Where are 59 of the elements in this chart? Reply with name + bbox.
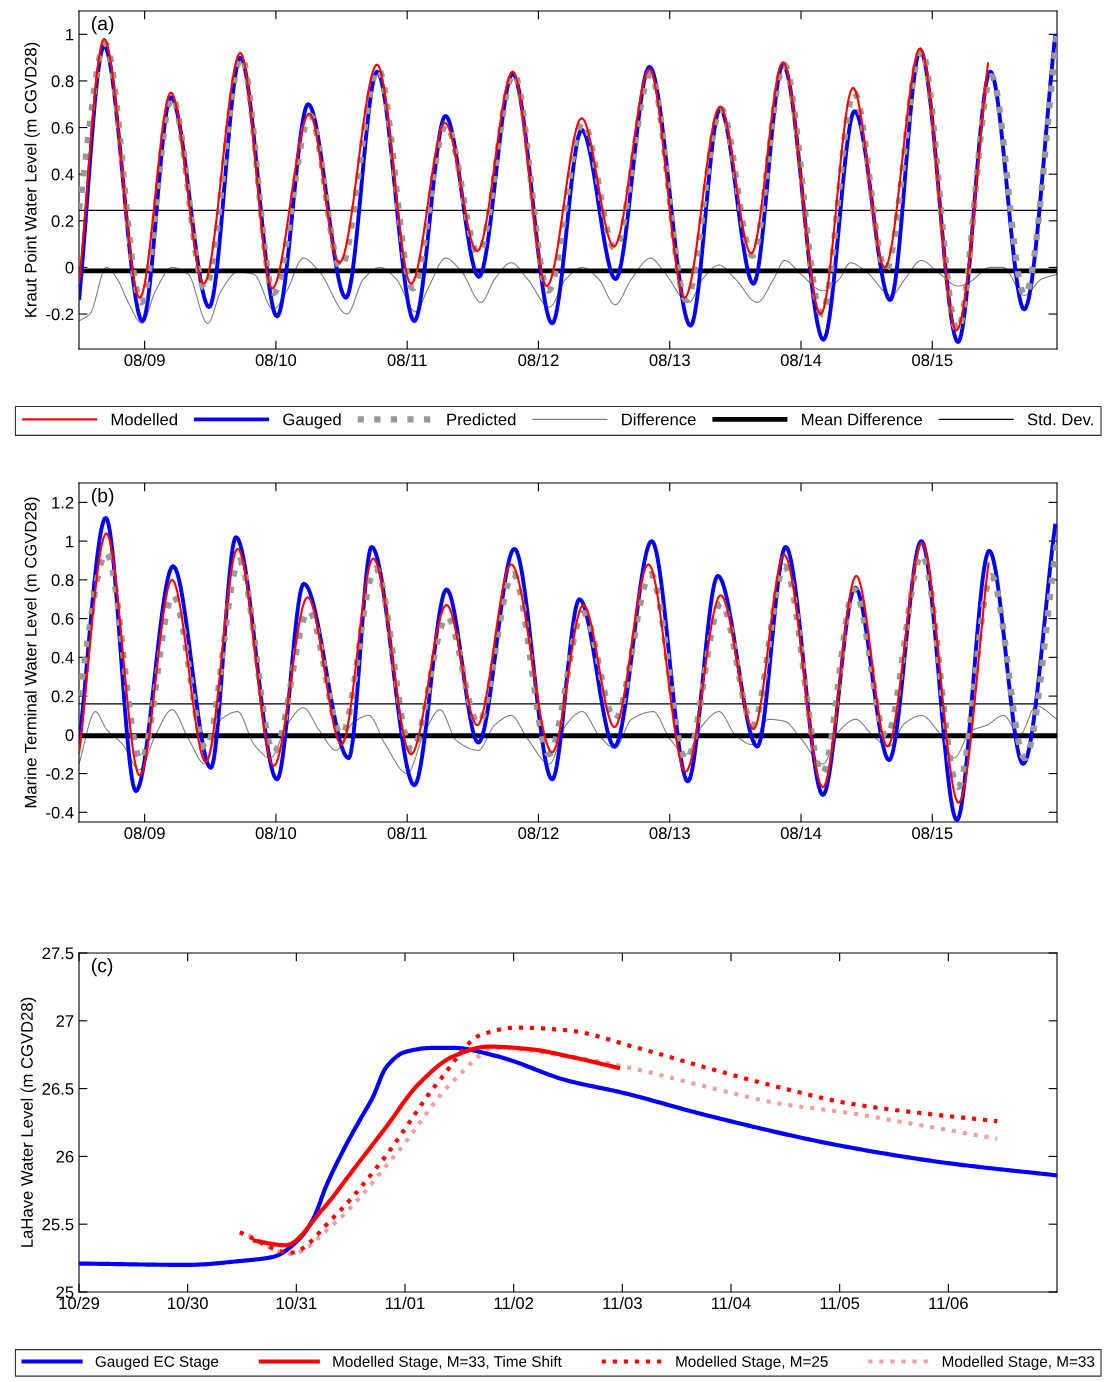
legend-label: Gauged EC Stage — [95, 1355, 219, 1370]
y-tick-label: 0.6 — [51, 613, 74, 625]
y-tick-label: 27.5 — [42, 947, 74, 960]
y-tick-label: 0.8 — [51, 574, 74, 587]
x-tick-label: 11/05 — [820, 1296, 860, 1310]
x-tick-label: 08/15 — [912, 826, 953, 840]
y-tick-label: 1.2 — [52, 496, 74, 509]
x-tick-label: 08/09 — [124, 353, 165, 367]
annotation: (b) — [91, 488, 114, 507]
y-tick-label: 0.4 — [51, 651, 74, 664]
x-tick-label: 08/09 — [124, 826, 165, 840]
y-axis-title: Marine Terminal Water Level (m CGVD28) — [24, 497, 40, 808]
y-axis-title: LaHave Water Level (m CGVD28) — [20, 997, 37, 1247]
y-tick-label: 26 — [56, 1150, 74, 1163]
legend-label: Predicted — [447, 413, 516, 426]
x-tick-label: 08/11 — [387, 826, 427, 840]
legend-label: Gauged — [283, 413, 341, 429]
x-tick-label: 08/13 — [649, 353, 690, 367]
x-tick-label: 08/12 — [518, 826, 559, 840]
x-tick-label: 08/15 — [912, 353, 953, 367]
legend-label: Modelled — [111, 413, 177, 426]
y-tick-label: 0.2 — [51, 215, 74, 227]
y-tick-label: 26.5 — [42, 1083, 74, 1095]
y-tick-label: 25.5 — [42, 1218, 74, 1231]
x-tick-label: 08/13 — [649, 826, 690, 840]
y-tick-label: 1 — [66, 28, 74, 41]
x-tick-label: 08/12 — [518, 353, 559, 367]
x-tick-label: 08/14 — [780, 826, 822, 840]
x-tick-label: 08/10 — [255, 353, 297, 367]
x-tick-label: 11/01 — [386, 1296, 425, 1310]
x-tick-label: 10/31 — [276, 1296, 317, 1310]
y-tick-label: 0 — [65, 261, 74, 274]
y-tick-label: 0 — [65, 729, 74, 742]
legend-label: Modelled Stage, M=25 — [676, 1355, 828, 1370]
x-tick-label: 08/11 — [387, 353, 427, 367]
x-tick-label: 11/04 — [712, 1296, 751, 1310]
y-axis-title: Kraut Point Water Level (m CGVD28) — [24, 42, 40, 317]
y-tick-label: -0.2 — [46, 767, 74, 780]
legend-label: Mean Difference — [802, 413, 922, 426]
annotation: (a) — [91, 16, 114, 35]
x-tick-label: 11/06 — [929, 1296, 968, 1310]
y-tick-label: 27 — [56, 1015, 74, 1027]
y-tick-label: 0.6 — [51, 121, 74, 134]
y-tick-label: -0.4 — [46, 806, 74, 819]
y-tick-label: 0.2 — [51, 690, 74, 703]
x-tick-label: 08/10 — [255, 826, 297, 840]
legend-label: Std. Dev. — [1027, 413, 1093, 426]
x-tick-label: 10/30 — [168, 1296, 208, 1310]
legend-label: Modelled Stage, M=33 — [942, 1355, 1095, 1370]
y-tick-label: -0.2 — [46, 308, 74, 321]
annotation: (c) — [91, 958, 113, 977]
y-tick-label: 0.4 — [51, 168, 74, 181]
x-tick-label: 11/02 — [494, 1296, 534, 1310]
legend-label: Modelled Stage, M=33, Time Shift — [333, 1355, 562, 1370]
x-tick-label: 08/14 — [780, 353, 822, 367]
x-tick-label: 11/03 — [603, 1296, 642, 1310]
y-tick-label: 0.8 — [51, 75, 74, 88]
legend-label: Difference — [622, 413, 696, 426]
y-tick-label: 1 — [66, 535, 74, 548]
